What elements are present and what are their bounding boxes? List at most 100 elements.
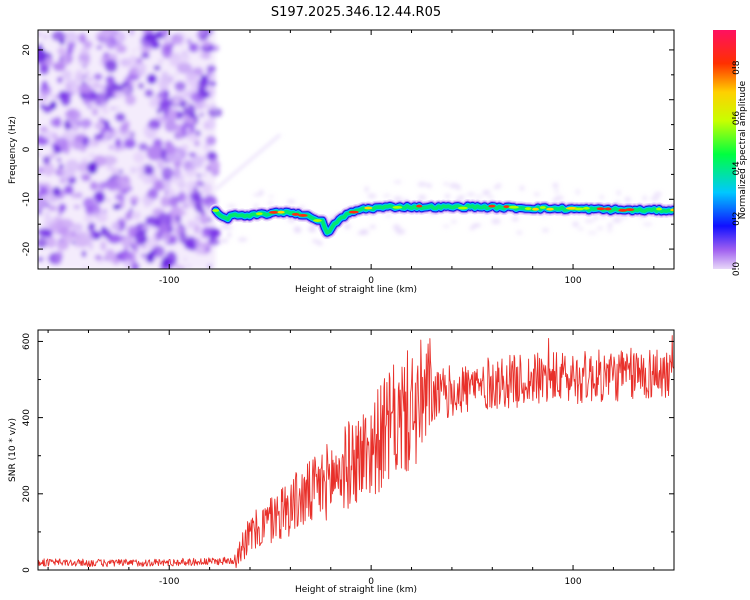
noise-blob <box>190 92 205 103</box>
noise-blob <box>58 163 64 169</box>
noise-blob <box>50 104 56 110</box>
noise-blob <box>78 173 82 177</box>
noise-blob <box>56 76 63 84</box>
noise-blob <box>163 231 172 241</box>
noise-blob <box>38 31 42 37</box>
noise-blob <box>172 208 179 214</box>
noise-blob <box>38 64 50 75</box>
noise-blob <box>45 56 53 67</box>
noise-blob <box>167 189 176 198</box>
noise-blob <box>48 221 63 231</box>
noise-blob <box>114 193 123 201</box>
noise-blob <box>42 257 49 261</box>
noise-blob <box>52 186 61 197</box>
signal-halo-blob <box>268 201 273 205</box>
signal-peak <box>392 205 403 209</box>
signal-halo-blob <box>511 216 519 222</box>
noise-blob <box>74 191 83 199</box>
noise-blob <box>176 180 187 188</box>
signal-halo-blob <box>316 240 323 246</box>
signal-halo-blob <box>344 223 351 230</box>
noise-blob <box>106 82 112 88</box>
signal-halo-blob <box>607 229 613 232</box>
noise-blob <box>81 173 92 182</box>
noise-blob <box>51 30 66 42</box>
noise-blob <box>43 33 48 40</box>
noise-blob <box>88 152 96 158</box>
signal-peak <box>457 206 468 210</box>
noise-blob <box>183 257 187 262</box>
signal-halo-blob <box>369 224 376 229</box>
snr-xtick-label: 100 <box>564 577 581 587</box>
signal-peak <box>298 214 308 217</box>
noise-blob <box>206 64 217 73</box>
noise-blob <box>94 254 102 261</box>
noise-blob <box>58 169 64 175</box>
signal-halo-blob <box>466 192 476 197</box>
noise-blob <box>125 94 136 106</box>
noise-blob <box>158 223 169 235</box>
noise-blob <box>70 192 76 199</box>
noise-blob <box>194 196 204 204</box>
signal-halo-blob <box>552 182 559 189</box>
noise-blob <box>144 89 154 98</box>
colorbar-label: Normalized spectral amplitude <box>738 80 748 219</box>
noise-blob <box>175 265 181 269</box>
noise-blob <box>80 118 92 129</box>
noise-blob <box>138 142 149 151</box>
signal-halo-blob <box>487 195 494 199</box>
noise-blob <box>59 177 67 184</box>
noise-blob <box>209 103 217 111</box>
colorbar-tick-label: 0.4 <box>732 161 742 176</box>
noise-blob <box>71 240 76 245</box>
snr-ytick-label: 0 <box>22 567 32 573</box>
noise-blob <box>200 74 207 80</box>
noise-blob <box>63 184 74 195</box>
noise-blob <box>201 40 212 49</box>
noise-blob <box>38 192 42 199</box>
snr-xlabel: Height of straight line (km) <box>295 585 417 595</box>
noise-blob <box>206 246 210 252</box>
signal-peak <box>291 212 300 216</box>
noise-blob <box>38 152 41 157</box>
noise-blob <box>125 211 133 221</box>
signal-peak <box>277 210 285 214</box>
noise-blob <box>118 174 131 192</box>
noise-blob <box>57 207 64 216</box>
noise-blob <box>123 246 129 252</box>
noise-blob <box>61 229 74 245</box>
noise-blob <box>73 204 81 210</box>
noise-blob <box>185 126 191 135</box>
noise-blob <box>38 134 45 145</box>
noise-blob <box>174 81 187 92</box>
noise-blob <box>135 230 148 245</box>
signal-halo-blob <box>361 229 369 236</box>
signal-halo-blob <box>572 221 579 227</box>
noise-blob <box>163 238 169 244</box>
noise-blob <box>100 240 107 252</box>
noise-blob <box>187 38 192 45</box>
signal-halo-blob <box>226 204 237 208</box>
spectrogram-ytick-label: -20 <box>22 241 32 256</box>
noise-blob <box>89 181 99 191</box>
noise-blob <box>108 144 114 151</box>
noise-blob <box>178 52 190 62</box>
noise-blob <box>175 161 179 167</box>
noise-blob <box>91 107 99 117</box>
noise-blob <box>95 99 99 104</box>
noise-blob <box>53 146 62 155</box>
signal-peak <box>508 205 519 209</box>
signal-halo-blob <box>469 225 475 231</box>
noise-blob <box>123 259 133 269</box>
signal-peak <box>625 208 635 212</box>
signal-halo-blob <box>584 219 595 223</box>
noise-blob <box>144 199 149 208</box>
signal-halo-blob <box>311 239 319 243</box>
signal-halo-blob <box>650 196 660 201</box>
noise-blob <box>141 164 155 175</box>
signal-peak <box>212 209 220 212</box>
signal-peak <box>670 208 674 212</box>
noise-blob <box>208 159 220 171</box>
